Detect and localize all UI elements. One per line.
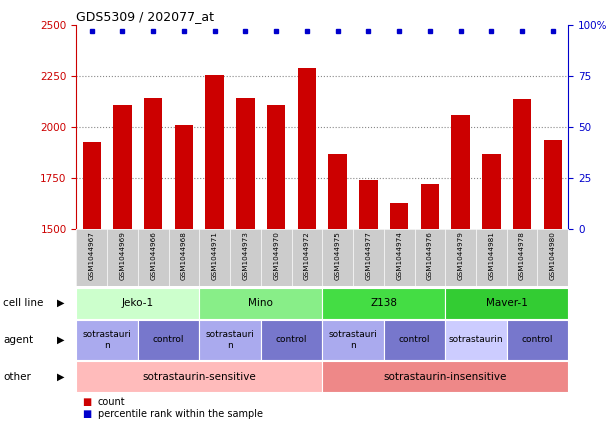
Bar [482,154,500,229]
Bar [267,105,285,229]
Bar [82,142,101,229]
Bar [175,125,193,229]
Bar [144,98,163,229]
Text: control: control [399,335,430,344]
Text: GSM1044975: GSM1044975 [335,231,341,280]
Text: sotrastaurin-insensitive: sotrastaurin-insensitive [384,372,507,382]
Text: GSM1044971: GSM1044971 [211,231,218,280]
Text: ▶: ▶ [57,372,65,382]
Text: GSM1044978: GSM1044978 [519,231,525,280]
Text: GSM1044968: GSM1044968 [181,231,187,280]
Text: control: control [276,335,307,344]
Text: ▶: ▶ [57,298,65,308]
Text: GSM1044977: GSM1044977 [365,231,371,280]
Text: percentile rank within the sample: percentile rank within the sample [98,409,263,419]
Text: GSM1044970: GSM1044970 [273,231,279,280]
Bar [513,99,532,229]
Text: control: control [522,335,553,344]
Text: GSM1044974: GSM1044974 [396,231,402,280]
Bar [420,184,439,229]
Text: GSM1044973: GSM1044973 [243,231,249,280]
Text: ■: ■ [82,397,92,407]
Text: GSM1044980: GSM1044980 [550,231,556,280]
Text: sotrastaurin-sensitive: sotrastaurin-sensitive [142,372,256,382]
Text: sotrastauri
n: sotrastauri n [206,330,255,349]
Text: sotrastauri
n: sotrastauri n [82,330,131,349]
Text: count: count [98,397,125,407]
Text: Maver-1: Maver-1 [486,298,528,308]
Text: sotrastauri
n: sotrastauri n [329,330,378,349]
Text: other: other [3,372,31,382]
Text: GDS5309 / 202077_at: GDS5309 / 202077_at [76,10,214,23]
Text: Z138: Z138 [370,298,397,308]
Text: GSM1044972: GSM1044972 [304,231,310,280]
Text: ▶: ▶ [57,335,65,345]
Bar [205,75,224,229]
Bar [113,105,132,229]
Text: sotrastaurin: sotrastaurin [448,335,503,344]
Bar [236,98,255,229]
Text: cell line: cell line [3,298,43,308]
Bar [359,180,378,229]
Bar [390,203,408,229]
Bar [452,115,470,229]
Bar [329,154,347,229]
Text: GSM1044976: GSM1044976 [427,231,433,280]
Text: GSM1044979: GSM1044979 [458,231,464,280]
Text: GSM1044966: GSM1044966 [150,231,156,280]
Text: GSM1044969: GSM1044969 [120,231,125,280]
Text: GSM1044967: GSM1044967 [89,231,95,280]
Text: agent: agent [3,335,33,345]
Text: ■: ■ [82,409,92,419]
Text: Mino: Mino [249,298,273,308]
Text: control: control [153,335,185,344]
Text: GSM1044981: GSM1044981 [488,231,494,280]
Bar [298,68,316,229]
Text: Jeko-1: Jeko-1 [122,298,154,308]
Bar [544,140,562,229]
